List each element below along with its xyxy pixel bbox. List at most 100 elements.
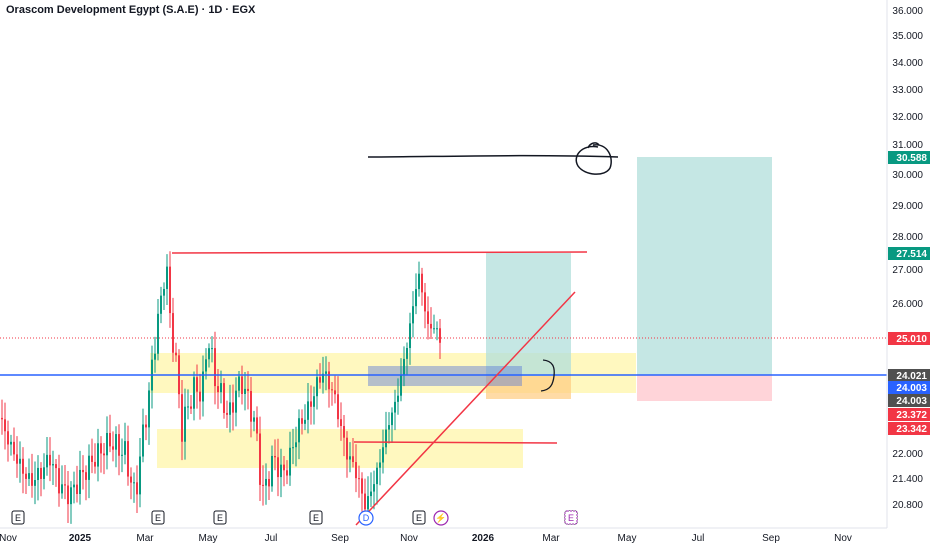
candle-body bbox=[355, 462, 357, 479]
candle-body bbox=[358, 478, 360, 480]
time-tick-label: May bbox=[618, 533, 637, 544]
position-stop-zone-2 bbox=[637, 375, 772, 401]
candle-body bbox=[109, 432, 111, 447]
earnings-marker[interactable] bbox=[151, 510, 165, 525]
candle-body bbox=[28, 473, 30, 479]
candle-body bbox=[22, 458, 24, 474]
candle-body bbox=[145, 424, 147, 428]
candle-body bbox=[385, 429, 387, 448]
candle-body bbox=[262, 484, 264, 486]
candle-body bbox=[73, 484, 75, 488]
price-tick-label: 27.000 bbox=[892, 265, 923, 276]
candle-body bbox=[181, 394, 183, 442]
split-marker[interactable] bbox=[433, 510, 449, 526]
candle-body bbox=[184, 406, 186, 442]
candle-body bbox=[382, 447, 384, 463]
candle-body bbox=[58, 468, 60, 494]
candle-body bbox=[340, 419, 342, 427]
candle-body bbox=[316, 377, 318, 397]
candle-body bbox=[64, 484, 66, 486]
brush-line bbox=[367, 154, 619, 158]
candle-body bbox=[334, 390, 336, 395]
candle-body bbox=[106, 432, 108, 456]
candle-body bbox=[10, 441, 12, 445]
candle-body bbox=[163, 288, 165, 296]
price-badge-label: 23.342 bbox=[896, 424, 927, 435]
candle-body bbox=[148, 390, 150, 428]
price-tick-label: 20.800 bbox=[892, 500, 923, 511]
time-axis[interactable]: Nov 2025 Mar May Jul Sep Nov 2026 Mar May Jul Sep No… bbox=[0, 533, 852, 544]
candle-body bbox=[409, 323, 411, 348]
brush-bracket bbox=[540, 359, 555, 392]
resistance-line bbox=[171, 251, 588, 254]
earnings-marker[interactable] bbox=[412, 510, 426, 525]
price-badge-label: 23.372 bbox=[896, 410, 927, 421]
price-tick-label: 28.000 bbox=[892, 232, 923, 243]
candles-layer bbox=[1, 251, 441, 525]
price-badge-label: 25.010 bbox=[896, 334, 927, 345]
drawings-layer bbox=[0, 142, 887, 526]
candle-body bbox=[304, 419, 306, 424]
time-tick-label: Mar bbox=[542, 533, 560, 544]
earnings-marker[interactable] bbox=[213, 510, 227, 525]
price-badge bbox=[888, 247, 930, 260]
candle-body bbox=[82, 469, 84, 473]
candle-body bbox=[232, 402, 234, 413]
candle-body bbox=[289, 447, 291, 476]
candle-body bbox=[130, 476, 132, 483]
candle-body bbox=[193, 377, 195, 409]
candle-body bbox=[4, 419, 6, 432]
candle-body bbox=[373, 484, 375, 492]
candle-body bbox=[313, 396, 315, 407]
candle-body bbox=[172, 313, 174, 353]
price-badge bbox=[888, 394, 930, 407]
candle-body bbox=[88, 455, 90, 480]
candle-body bbox=[286, 470, 288, 476]
candle-body bbox=[406, 347, 408, 359]
dividend-marker[interactable] bbox=[358, 510, 374, 526]
candle-body bbox=[124, 441, 126, 455]
candle-body bbox=[133, 482, 135, 484]
candle-body bbox=[283, 464, 285, 471]
candle-body bbox=[259, 433, 261, 485]
candle-body bbox=[208, 348, 210, 360]
price-badge bbox=[888, 332, 930, 345]
candle-body bbox=[157, 313, 159, 354]
price-badge-label: 30.588 bbox=[896, 153, 927, 164]
price-axis[interactable]: 36.000 35.000 34.000 33.000 32.000 31.000 30.0… bbox=[892, 6, 923, 511]
trend-line bbox=[355, 291, 576, 526]
candle-body bbox=[268, 478, 270, 487]
candle-body bbox=[319, 377, 321, 383]
price-tick-label: 36.000 bbox=[892, 6, 923, 17]
future-earnings-marker-label: E bbox=[568, 513, 574, 523]
blue-box bbox=[368, 366, 522, 386]
candle-body bbox=[175, 352, 177, 356]
candle-body bbox=[310, 401, 312, 407]
time-tick-label: Sep bbox=[762, 533, 780, 544]
candle-body bbox=[322, 373, 324, 383]
earnings-marker-label: E bbox=[313, 513, 319, 523]
candle-body bbox=[76, 484, 78, 495]
price-badge bbox=[888, 151, 930, 164]
earnings-marker[interactable] bbox=[309, 510, 323, 525]
candle-body bbox=[376, 467, 378, 485]
price-tick-label: 34.000 bbox=[892, 58, 923, 69]
candle-body bbox=[436, 328, 438, 330]
future-earnings-marker[interactable] bbox=[564, 510, 578, 525]
candle-body bbox=[280, 464, 282, 478]
time-tick-label: Mar bbox=[136, 533, 154, 544]
earnings-marker[interactable] bbox=[11, 510, 25, 525]
position-target-zone-2 bbox=[637, 157, 772, 375]
price-tick-label: 26.000 bbox=[892, 299, 923, 310]
candle-body bbox=[418, 273, 420, 290]
candle-body bbox=[112, 446, 114, 450]
candle-body bbox=[37, 467, 39, 481]
time-tick-label: Sep bbox=[331, 533, 349, 544]
price-tick-label: 21.400 bbox=[892, 474, 923, 485]
price-tick-label: 22.000 bbox=[892, 449, 923, 460]
time-tick-label: Nov bbox=[400, 533, 418, 544]
zones-layer bbox=[0, 157, 887, 468]
